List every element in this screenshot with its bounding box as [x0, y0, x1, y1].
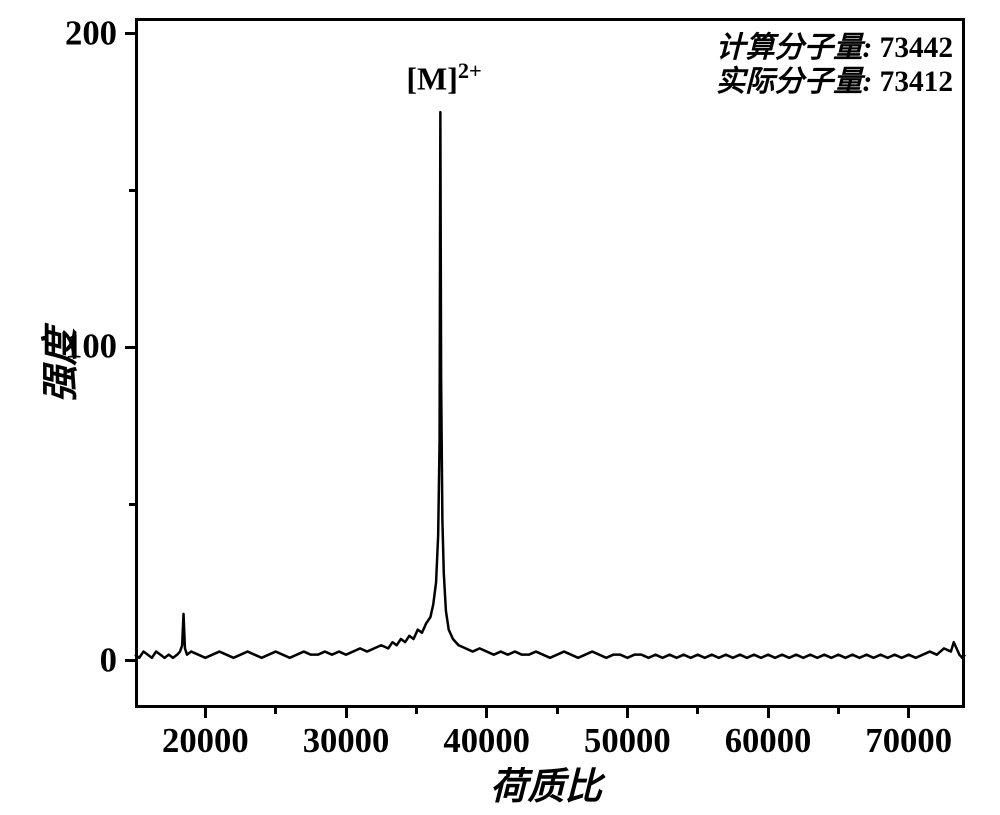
- tick-label: 20000: [162, 722, 249, 761]
- tick-mark: [626, 708, 629, 718]
- tick-mark: [125, 346, 135, 349]
- tick-label: 60000: [725, 722, 812, 761]
- actual-mw-annotation: 实际分子量: 73412: [716, 58, 953, 100]
- tick-mark: [556, 708, 559, 714]
- tick-mark: [837, 708, 840, 714]
- x-axis-label: 荷质比: [490, 756, 602, 810]
- tick-mark: [274, 708, 277, 714]
- mass-spectrum-figure: 2000030000400005000060000700000100200 强度…: [0, 0, 1000, 815]
- tick-mark: [415, 708, 418, 714]
- tick-label: 200: [27, 14, 117, 53]
- tick-label: 70000: [865, 722, 952, 761]
- tick-mark: [125, 659, 135, 662]
- spectrum-line: [0, 0, 1000, 815]
- y-axis-label: 强度: [30, 328, 84, 403]
- tick-mark: [125, 32, 135, 35]
- tick-label: 30000: [303, 722, 390, 761]
- actual-mw-value: 73412: [880, 66, 953, 98]
- tick-mark: [204, 708, 207, 718]
- tick-mark: [767, 708, 770, 718]
- tick-mark: [485, 708, 488, 718]
- tick-mark: [129, 503, 135, 506]
- tick-mark: [129, 189, 135, 192]
- tick-label: 0: [27, 641, 117, 680]
- peak-label: [M]2+: [406, 58, 481, 98]
- actual-mw-label: 实际分子量:: [716, 66, 880, 98]
- tick-mark: [696, 708, 699, 714]
- tick-mark: [907, 708, 910, 718]
- tick-mark: [345, 708, 348, 718]
